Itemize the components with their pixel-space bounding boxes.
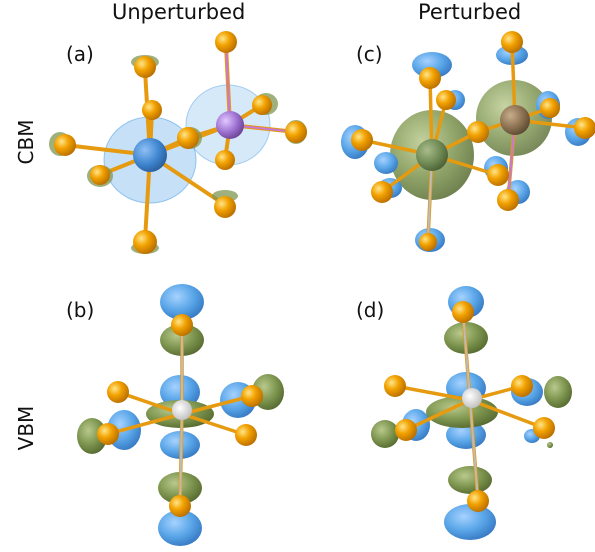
column-title-perturbed: Perturbed bbox=[418, 0, 522, 24]
panel-b-structure bbox=[77, 284, 284, 546]
panel-label-c: (c) bbox=[356, 42, 383, 66]
center-atom-purple bbox=[216, 111, 244, 139]
ligand-atoms bbox=[54, 31, 307, 254]
orbital-lobe-blue bbox=[158, 510, 202, 546]
orbital-lobe-blue bbox=[160, 375, 200, 409]
orbital-lobe-green bbox=[544, 376, 572, 408]
center-atom-blue bbox=[133, 138, 167, 172]
column-title-unperturbed: Unperturbed bbox=[112, 0, 246, 24]
center-atom-green bbox=[416, 139, 448, 171]
orbital-lobe-green bbox=[547, 442, 553, 448]
panel-label-d: (d) bbox=[356, 298, 385, 322]
panel-label-b: (b) bbox=[66, 298, 95, 322]
orbital-lobe-blue bbox=[444, 504, 496, 540]
center-atom-brown bbox=[500, 105, 530, 135]
ligand-atoms bbox=[384, 301, 555, 512]
panel-a-structure bbox=[49, 31, 307, 254]
panel-d-structure bbox=[371, 286, 572, 540]
orbital-lobe-green bbox=[77, 418, 107, 454]
ligand-atoms bbox=[351, 31, 595, 251]
center-atom-white bbox=[172, 400, 192, 420]
ligand-atoms bbox=[97, 314, 263, 517]
panel-c-structure bbox=[341, 31, 595, 252]
orbital-lobe-blue bbox=[160, 284, 204, 320]
orbital-lobe-blue bbox=[446, 421, 486, 449]
orbital-lobe-green bbox=[426, 396, 498, 428]
panel-label-a: (a) bbox=[66, 42, 94, 66]
orbital-lobe-green bbox=[448, 466, 492, 494]
orbital-lobe-green bbox=[371, 420, 399, 448]
center-atom-white bbox=[462, 388, 482, 408]
